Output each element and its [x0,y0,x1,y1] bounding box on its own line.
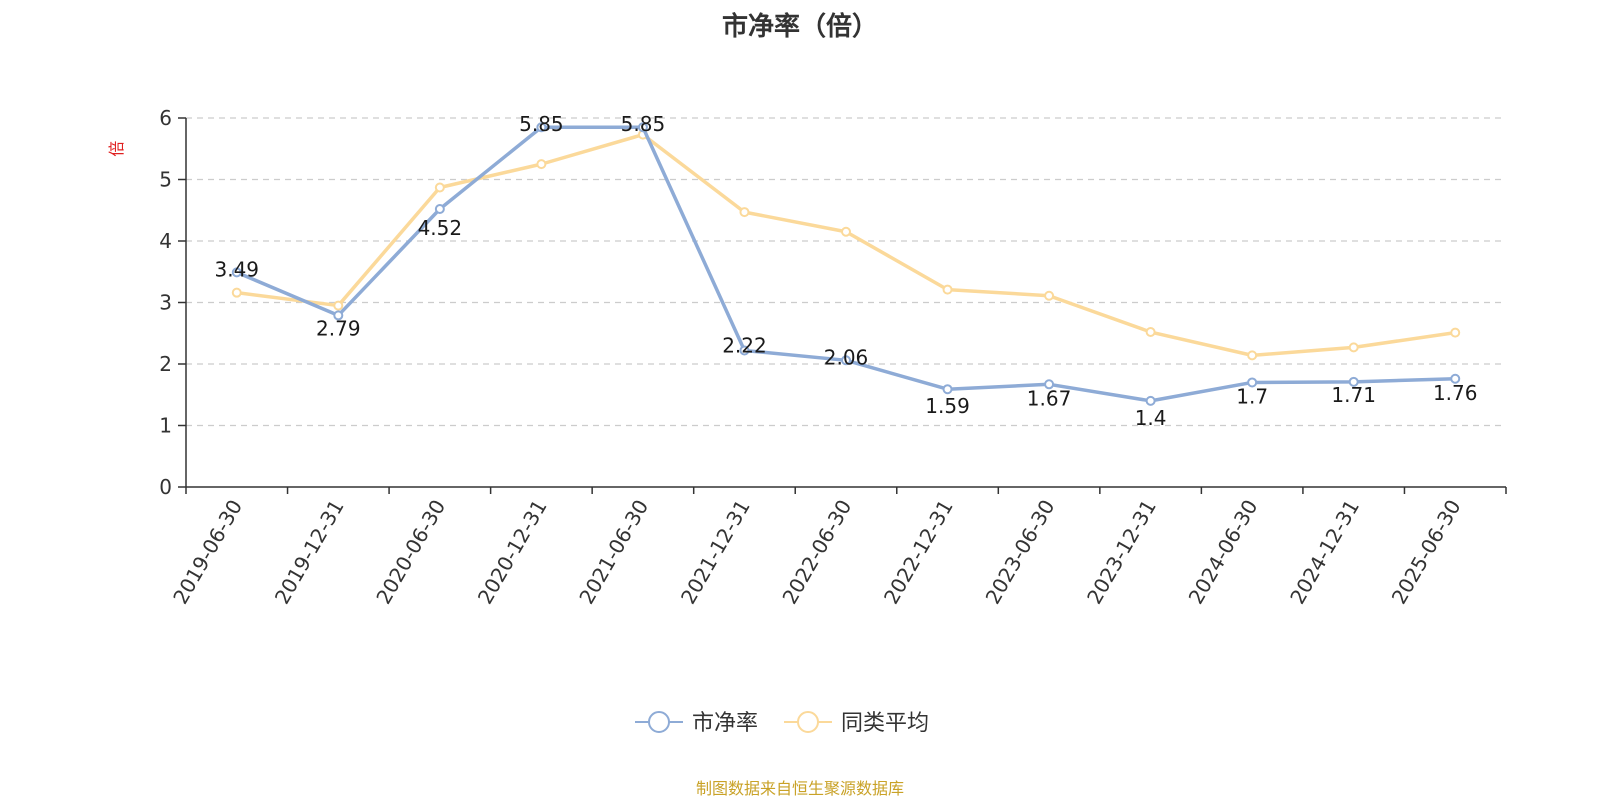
data-point [637,122,648,133]
y-tick-label: 3 [159,291,172,315]
data-label: 4.52 [418,216,463,240]
data-point [841,355,851,366]
data-point [333,300,344,311]
data-label: 1.76 [1433,381,1478,405]
data-label: 1.67 [1027,386,1072,410]
legend-marker [797,711,819,733]
y-tick-label: 6 [159,106,172,130]
x-tick-label: 2023-12-31 [1082,496,1161,609]
data-point [536,159,547,170]
data-point [536,122,547,133]
data-point [942,284,953,295]
data-label: 2.22 [722,333,767,357]
data-point [1247,377,1258,388]
data-point [739,207,750,218]
y-tick-label: 4 [159,229,172,253]
data-label: 5.85 [519,112,564,136]
x-tick-label: 2020-06-30 [371,496,450,609]
data-label: 1.59 [925,394,970,418]
y-tick-label: 0 [159,475,172,499]
data-label: 2.06 [824,345,869,369]
x-tick-label: 2021-12-31 [676,496,755,609]
data-point [1247,350,1258,361]
x-tick-label: 2025-06-30 [1387,496,1466,609]
data-point [231,267,242,278]
data-point [333,310,344,321]
data-point [942,384,953,395]
data-point [231,287,242,298]
y-tick-label: 1 [159,414,172,438]
series-lines [231,122,1461,406]
data-point [739,345,750,356]
data-point [434,182,445,193]
legend-label: 同类平均 [841,711,929,736]
x-tick-label: 2022-06-30 [777,496,856,609]
x-tick-label: 2024-12-31 [1285,496,1364,609]
y-tick-label: 5 [159,168,172,192]
data-point [841,226,851,237]
x-tick-label: 2020-12-31 [473,496,552,609]
data-labels: 3.49 2.79 4.52 5.85 5.85 2.22 2.06 1.59 1.67 1.4 1… [215,112,1478,430]
x-tick-label: 2023-06-30 [981,496,1060,609]
data-point [1044,379,1055,390]
data-point [1450,373,1461,384]
x-tick-label: 2019-06-30 [168,496,247,609]
data-point [1348,376,1359,387]
y-axis-label: 倍 [107,141,126,157]
data-point [1044,290,1055,301]
source-note: 制图数据来自恒生聚源数据库 [695,779,904,798]
x-tick-label: 2022-12-31 [879,496,958,609]
data-label: 1.71 [1331,383,1376,407]
data-label: 3.49 [215,257,260,281]
x-tick-label: 2021-06-30 [574,496,653,609]
y-tick-label: 2 [159,352,172,376]
legend: 市净率 同类平均 [635,711,929,736]
grid-lines [186,117,1506,427]
chart-title: 市净率（倍） [721,12,878,42]
data-label: 2.79 [316,316,361,340]
data-label: 5.85 [621,112,666,136]
legend-label: 市净率 [692,711,758,736]
series-line-peer-avg [236,132,1456,358]
x-tick-label: 2024-06-30 [1184,496,1263,609]
x-tick-label: 2019-12-31 [270,496,349,609]
data-point [1145,395,1156,406]
data-point [1348,342,1359,353]
data-label: 1.4 [1135,406,1167,430]
data-point [1450,327,1461,338]
data-point [434,204,445,215]
data-label: 1.7 [1236,384,1268,408]
data-point [1145,327,1156,338]
legend-marker [648,711,670,733]
